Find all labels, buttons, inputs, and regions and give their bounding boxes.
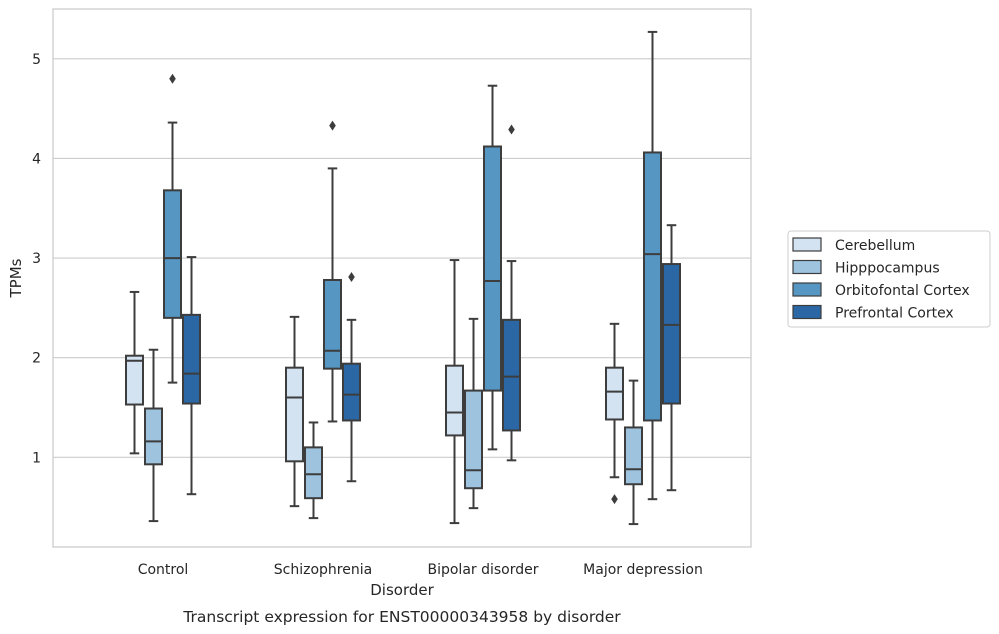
outlier-point [508,124,515,135]
x-axis-label: Disorder [370,581,434,599]
box-body [125,354,144,406]
x-tick-labels: Control Schizophrenia Bipolar disorder Majo… [138,562,703,578]
y-tick-label: 1 [32,450,41,466]
boxes [125,30,681,526]
box [125,290,144,455]
box-body [662,263,681,405]
box [323,120,342,423]
outlier-point [329,120,336,131]
y-tick-label: 5 [32,52,41,68]
outlier-point [611,494,618,505]
outlier-point [348,272,355,283]
box [285,315,304,508]
legend-item: Cerebellum [792,237,915,254]
x-tick-label: Schizophrenia [274,562,372,578]
legend-label: Hipppocampus [835,261,940,277]
legend-swatch [792,282,822,297]
legend-item: Orbitofontal Cortex [792,282,970,299]
box [464,317,483,510]
box-body [304,446,323,500]
legend-item: Hipppocampus [792,259,940,277]
box [163,73,182,384]
legend-label: Prefrontal Cortex [835,306,954,322]
x-tick-label: Major depression [583,562,703,578]
box [662,224,681,492]
box [342,272,361,483]
box [304,421,323,520]
chart-caption: Transcript expression for ENST0000034395… [182,608,621,626]
y-axis-label: TPMs [7,258,25,298]
box-body [445,364,464,437]
outlier-point [169,73,176,84]
box [445,259,464,525]
x-tick-label: Bipolar disorder [427,562,538,578]
x-tick-label: Control [138,562,189,578]
box-body [342,362,361,422]
box [483,84,502,451]
legend-swatch [792,259,822,275]
box [502,124,521,462]
legend-label: Cerebellum [835,238,915,254]
box-body [163,189,182,319]
box-body [624,426,643,486]
legend-swatch [792,304,822,320]
box-body [182,313,201,405]
box-body [285,366,304,463]
legend-label: Orbitofontal Cortex [835,283,970,299]
box [643,30,662,501]
box-body [144,407,163,466]
box [182,256,201,496]
box-body [502,318,521,432]
legend-swatch [792,237,822,252]
y-tick-labels: 1 2 3 4 5 [32,52,41,467]
y-tick-label: 4 [32,151,41,167]
box-body [483,145,502,392]
plot-frame [52,8,752,548]
box-body [323,278,342,370]
box-body [643,151,662,422]
legend-item: Prefrontal Cortex [792,304,954,322]
y-tick-label: 3 [32,251,41,267]
box-body [605,366,624,421]
box [605,322,624,505]
legend: Cerebellum Hipppocampus Orbitofontal Corte… [787,230,991,328]
box [624,379,643,526]
y-tick-label: 2 [32,351,41,367]
box-body [464,389,483,490]
box [144,348,163,523]
legend-frame [787,230,991,328]
